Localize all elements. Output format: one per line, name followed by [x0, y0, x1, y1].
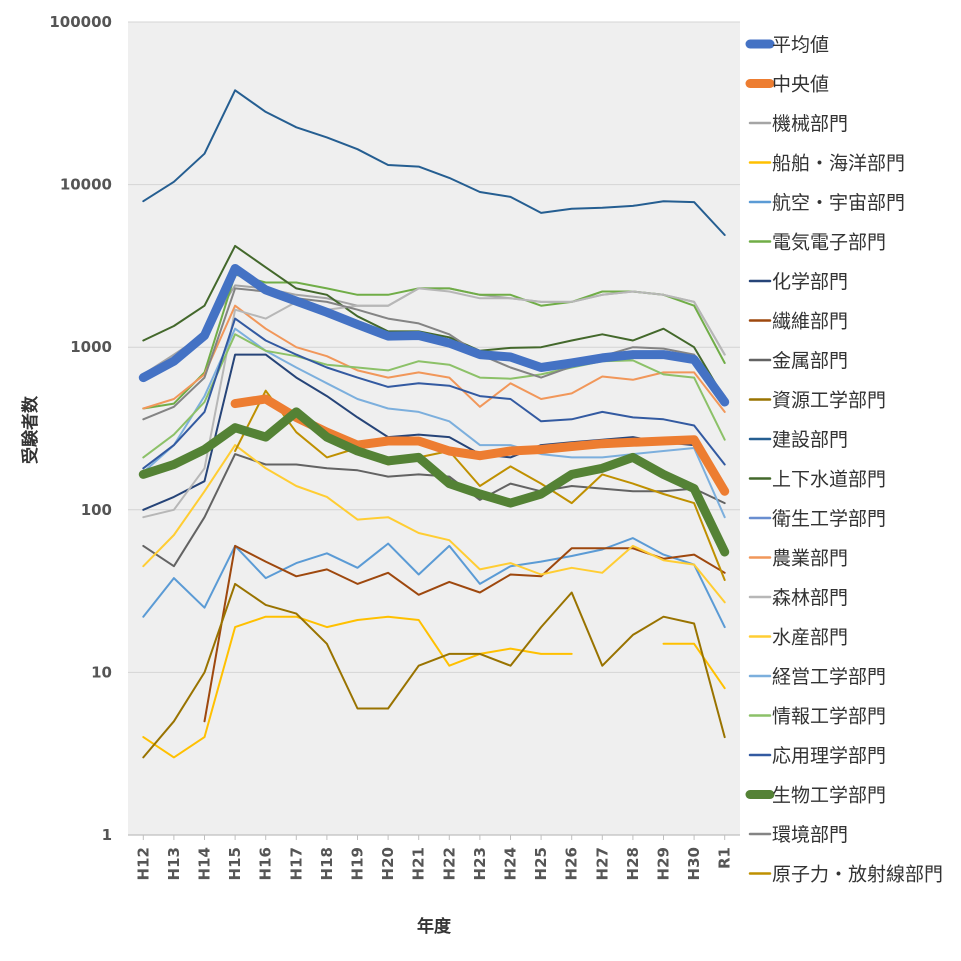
legend-label: 生物工学部門 — [772, 785, 886, 807]
legend-label: 原子力・放射線部門 — [772, 864, 943, 886]
series-lines — [138, 89, 730, 759]
y-tick-label: 10 — [91, 663, 112, 681]
x-tick-label: H29 — [655, 847, 673, 880]
series-line — [142, 304, 726, 413]
series-line — [142, 244, 726, 400]
series-line — [138, 407, 730, 557]
legend-label: 化学部門 — [772, 271, 848, 293]
legend-label: 水産部門 — [772, 627, 848, 649]
x-tick-label: H28 — [624, 847, 642, 880]
series-line — [142, 333, 726, 459]
x-tick-label: H12 — [134, 847, 152, 880]
x-axis-ticks: H12 H13 H14 H15 H16 H17 H18 H19 H20 H21 H22 H23 H24 H… — [134, 835, 734, 880]
x-axis-title: 年度 — [417, 916, 452, 937]
legend-label: 中央値 — [772, 74, 829, 96]
x-tick-label: H19 — [349, 847, 367, 880]
legend-label: 経営工学部門 — [772, 666, 886, 688]
series-line — [234, 389, 726, 581]
legend-label: 電気電子部門 — [772, 232, 886, 254]
legend-label: 農業部門 — [772, 548, 848, 570]
y-axis-ticks: 1 10 100 1000 10000 100000 — [49, 13, 112, 844]
x-tick-label: H27 — [593, 847, 611, 880]
legend-label: 航空・宇宙部門 — [772, 192, 905, 214]
legend-label: 森林部門 — [772, 587, 848, 609]
x-tick-label: H16 — [257, 847, 275, 880]
series-line — [142, 287, 726, 519]
legend-label: 繊維部門 — [772, 311, 848, 333]
x-tick-label: H25 — [532, 847, 550, 880]
series-line — [142, 582, 726, 759]
series-line — [142, 317, 726, 470]
series-line — [142, 615, 726, 759]
x-tick-label: H24 — [502, 847, 520, 880]
x-tick-label: H30 — [685, 847, 703, 880]
legend-label: 情報工学部門 — [772, 706, 886, 728]
series-line — [142, 537, 726, 629]
legend-label: 金属部門 — [772, 350, 848, 372]
x-tick-label: H22 — [440, 847, 458, 880]
x-tick-label: H26 — [563, 847, 581, 880]
x-tick-label: H17 — [287, 847, 305, 880]
y-tick-label: 1000 — [70, 338, 112, 356]
y-tick-label: 10000 — [60, 176, 112, 194]
legend: 平均値中央値機械部門船舶・海洋部門航空・宇宙部門電気電子部門化学部門繊維部門金属… — [745, 34, 943, 886]
x-tick-label: H15 — [226, 847, 244, 880]
series-line — [142, 353, 726, 511]
legend-label: 船舶・海洋部門 — [772, 153, 905, 175]
x-tick-label: H20 — [379, 847, 397, 880]
legend-label: 衛生工学部門 — [772, 508, 886, 530]
plot-area — [128, 22, 740, 835]
y-tick-label: 100000 — [49, 13, 112, 31]
y-tick-label: 1 — [102, 826, 112, 844]
x-tick-label: R1 — [716, 847, 734, 869]
legend-label: 環境部門 — [772, 824, 848, 846]
series-line — [142, 89, 726, 236]
x-tick-label: H14 — [196, 847, 214, 880]
series-line — [203, 544, 726, 723]
legend-label: 機械部門 — [772, 113, 848, 135]
y-tick-label: 100 — [81, 501, 112, 519]
legend-label: 資源工学部門 — [772, 390, 886, 412]
x-tick-label: H18 — [318, 847, 336, 880]
legend-label: 応用理学部門 — [772, 745, 886, 767]
legend-label: 建設部門 — [772, 429, 848, 451]
x-tick-label: H23 — [471, 847, 489, 880]
series-line — [138, 264, 730, 407]
x-tick-label: H21 — [410, 847, 428, 880]
series-line — [142, 444, 726, 604]
series-line — [142, 287, 726, 421]
legend-label: 平均値 — [772, 34, 829, 56]
y-axis-title: 受験者数 — [20, 395, 41, 464]
legend-label: 上下水道部門 — [772, 469, 886, 491]
x-tick-label: H13 — [165, 847, 183, 880]
